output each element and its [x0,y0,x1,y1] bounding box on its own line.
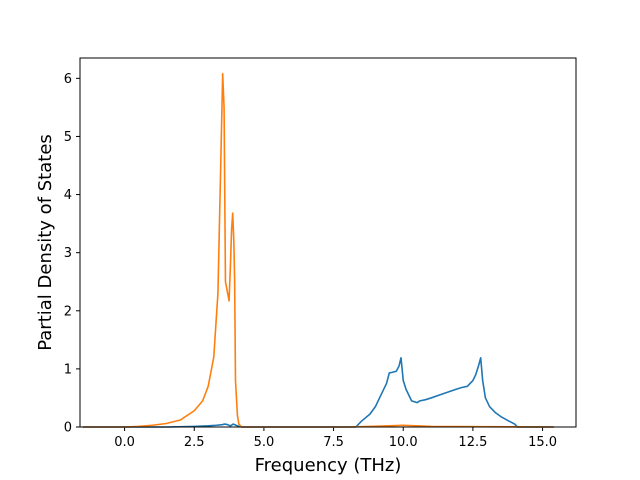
y-tick-label: 3 [64,246,72,261]
x-tick-label: 2.5 [184,435,205,450]
x-axis-ticks: 0.0 2.5 5.0 7.5 10.0 12.5 15.0 [114,427,557,450]
y-tick-label: 0 [64,421,72,436]
x-tick-label: 7.5 [323,435,344,450]
y-tick-label: 2 [64,304,72,319]
x-tick-label: 12.5 [458,435,487,450]
y-tick-label: 5 [64,130,72,145]
x-tick-label: 10.0 [389,435,418,450]
x-axis-label: Frequency (THz) [255,455,402,476]
series-layer [82,72,554,428]
x-tick-label: 5.0 [254,435,275,450]
x-tick-label: 15.0 [528,435,557,450]
y-axis-label: Partial Density of States [35,134,56,351]
y-tick-label: 4 [64,188,72,203]
y-axis-ticks: 0 1 2 3 4 5 6 [64,72,80,436]
series-line-1 [82,357,554,428]
y-tick-label: 6 [64,72,72,87]
plot-frame [79,57,577,428]
x-tick-label: 0.0 [114,435,135,450]
y-tick-label: 1 [64,362,72,377]
series-line-2 [82,72,554,428]
